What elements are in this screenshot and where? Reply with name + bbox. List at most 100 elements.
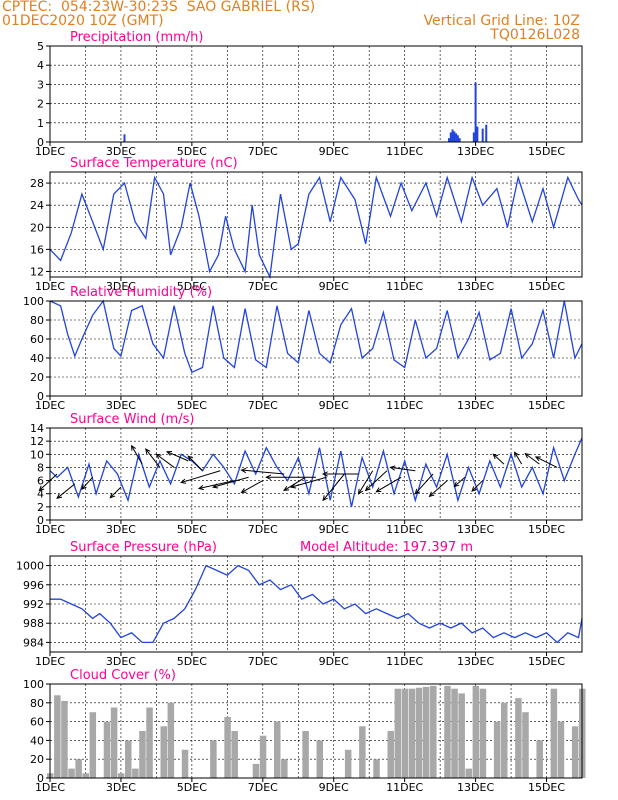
wind-xtick-label: 15DEC: [528, 523, 565, 536]
wind-vector-head: [514, 451, 520, 458]
wind-vector-head: [109, 492, 116, 499]
cloud-bar: [344, 749, 352, 778]
cloud-xtick-label: 3DEC: [106, 781, 136, 794]
humidity-title: Relative Humidity (%): [70, 285, 212, 300]
cloud-bar: [359, 726, 366, 778]
temperature-title: Surface Temperature (nC): [70, 156, 238, 171]
wind-vector: [145, 448, 161, 468]
wind-vector-head: [38, 485, 45, 492]
cloud-xtick-label: 1DEC: [35, 781, 65, 794]
cloud-bar: [273, 721, 281, 778]
cloud-bar: [68, 768, 75, 778]
cloud-bar: [422, 686, 430, 778]
temperature-xtick-label: 5DEC: [177, 280, 207, 293]
wind-vector-head: [492, 453, 499, 460]
humidity-ytick-label: 40: [30, 352, 44, 365]
wind-xtick-label: 7DEC: [248, 523, 278, 536]
precipitation-ytick-label: 0: [37, 136, 44, 149]
wind-vector-head: [428, 491, 435, 498]
wind-vector: [453, 476, 466, 487]
temperature-ytick-label: 20: [30, 221, 44, 234]
wind-vector: [322, 473, 345, 501]
cloud-bar: [465, 768, 473, 778]
wind-vector-head: [471, 486, 477, 492]
pressure-xtick-label: 11DEC: [386, 655, 423, 668]
wind-vector: [390, 466, 416, 472]
cloud-xtick-label: 11DEC: [386, 781, 423, 794]
precipitation-bar: [481, 128, 484, 142]
precipitation-bar: [123, 134, 126, 142]
wind-vector-head: [240, 488, 247, 493]
wind-vector-head: [414, 488, 421, 495]
cloud-bar: [54, 695, 61, 778]
wind-vector-head: [155, 453, 162, 459]
humidity-series-line: [49, 299, 583, 374]
wind-frame: [49, 427, 583, 521]
cloud-bar: [210, 740, 217, 778]
wind-vector: [358, 470, 374, 494]
humidity-xtick-label: 3DEC: [106, 399, 136, 412]
humidity-ytick-label: 20: [30, 371, 44, 384]
wind-vector: [514, 452, 523, 465]
cloud-bar: [146, 707, 153, 778]
wind-vector: [376, 476, 402, 493]
cloud-bar: [536, 740, 543, 778]
precipitation-bar: [453, 131, 456, 142]
wind-title: Surface Wind (m/s): [70, 412, 194, 427]
wind-ytick-label: 14: [30, 422, 44, 435]
cloud-bar: [61, 700, 68, 778]
wind-vector: [524, 453, 540, 465]
humidity-ytick-label: 60: [30, 333, 44, 346]
temperature-xtick-label: 7DEC: [248, 280, 278, 293]
wind-vector: [535, 456, 558, 468]
pressure-ytick-label: 988: [23, 617, 44, 630]
precipitation-xtick-label: 11DEC: [386, 145, 423, 158]
wind-vector-head: [130, 444, 136, 451]
wind-vector: [166, 451, 189, 462]
humidity-xtick-label: 7DEC: [248, 399, 278, 412]
precipitation-xtick-label: 1DEC: [35, 145, 65, 158]
wind-vector: [471, 480, 484, 492]
precipitation-bar: [449, 132, 452, 142]
cloud-bar: [181, 749, 189, 778]
humidity-xtick-label: 15DEC: [528, 399, 565, 412]
wind-vector-head: [197, 484, 204, 491]
wind-vector-head: [375, 487, 382, 493]
precipitation-bar: [451, 129, 454, 142]
wind-series-line: [49, 437, 583, 508]
wind-vector: [414, 473, 434, 495]
wind-ytick-label: 12: [30, 435, 44, 448]
humidity-xtick-label: 13DEC: [457, 399, 494, 412]
cloud-bar: [82, 773, 89, 778]
cloud-ytick-label: 40: [30, 734, 44, 747]
wind-vector: [187, 455, 203, 472]
header-date: 01DEC2020 10Z (GMT): [2, 13, 164, 29]
wind-vector: [241, 469, 285, 475]
cloud-bar: [522, 712, 529, 778]
wind-vector-head: [357, 488, 364, 495]
precipitation-frame: [49, 45, 583, 143]
wind-ytick-label: 10: [30, 448, 44, 461]
precipitation-ytick-label: 3: [37, 78, 44, 91]
pressure-xtick-label: 15DEC: [528, 655, 565, 668]
wind-vector: [492, 453, 505, 465]
wind-vector: [109, 486, 122, 499]
cloud-bar: [281, 759, 288, 778]
pressure-ytick-label: 996: [23, 579, 44, 592]
cloud-bar: [125, 740, 132, 778]
cloud-title: Cloud Cover (%): [70, 668, 176, 683]
pressure-xtick-label: 3DEC: [106, 655, 136, 668]
wind-xtick-label: 5DEC: [177, 523, 207, 536]
precipitation-xtick-label: 15DEC: [528, 145, 565, 158]
cloud-bar: [394, 688, 402, 778]
precipitation-xtick-label: 9DEC: [319, 145, 349, 158]
wind-vector-head: [453, 481, 460, 488]
cloud-bar: [444, 685, 451, 778]
wind-xtick-label: 3DEC: [106, 523, 136, 536]
humidity-ytick-label: 80: [30, 314, 44, 327]
precipitation-xtick-label: 5DEC: [177, 145, 207, 158]
cloud-bar: [75, 759, 82, 778]
wind-vector: [39, 473, 58, 491]
humidity-ytick-label: 100: [23, 295, 44, 308]
cloud-xtick-label: 7DEC: [248, 781, 278, 794]
